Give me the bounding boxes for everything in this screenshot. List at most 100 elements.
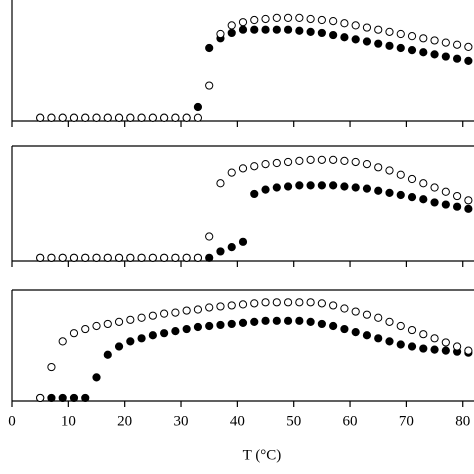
data-point: [374, 25, 383, 34]
x-tick-label: 60: [343, 413, 358, 429]
data-point: [295, 181, 304, 190]
data-point: [452, 191, 462, 201]
data-point: [283, 25, 293, 34]
data-point: [340, 19, 349, 28]
data-point: [137, 113, 146, 122]
data-point: [374, 334, 383, 343]
data-point: [250, 189, 259, 199]
data-point: [227, 168, 236, 177]
data-point: [452, 202, 462, 211]
data-point: [385, 188, 394, 197]
data-point: [329, 301, 338, 310]
data-point: [238, 318, 248, 327]
data-point: [419, 34, 428, 43]
x-tick-label: 30: [174, 413, 189, 429]
data-point: [340, 182, 349, 191]
data-point: [430, 36, 439, 45]
data-point: [430, 334, 439, 343]
data-point: [362, 184, 372, 193]
data-point: [69, 253, 79, 262]
data-point: [81, 324, 90, 334]
data-point: [250, 25, 259, 34]
data-point: [272, 13, 281, 22]
data-point: [283, 182, 293, 191]
data-point: [114, 342, 124, 351]
data-point: [441, 187, 450, 196]
data-point: [126, 315, 135, 324]
data-point: [171, 253, 180, 262]
data-point: [306, 27, 315, 36]
data-point: [441, 346, 450, 355]
data-point: [261, 160, 270, 169]
data-point: [114, 253, 124, 262]
data-point: [306, 155, 315, 164]
data-point: [306, 14, 315, 24]
data-point: [238, 25, 248, 34]
data-point: [36, 393, 45, 403]
data-point: [464, 346, 473, 355]
data-point: [430, 198, 439, 207]
data-point: [407, 193, 417, 202]
data-point: [193, 322, 203, 332]
data-point: [385, 27, 394, 36]
data-point: [452, 342, 462, 351]
data-point: [47, 362, 56, 372]
data-point: [419, 330, 428, 339]
data-point: [317, 299, 326, 308]
data-point: [227, 243, 236, 252]
data-point: [160, 113, 169, 122]
data-point: [250, 299, 259, 308]
data-point: [340, 156, 349, 166]
data-point: [137, 313, 146, 322]
data-point: [238, 164, 248, 173]
data-point: [261, 316, 270, 325]
data-point: [137, 253, 146, 262]
data-point: [396, 190, 405, 200]
data-point: [362, 37, 372, 46]
data-point: [374, 186, 383, 195]
data-point: [295, 298, 304, 307]
data-point: [464, 42, 473, 51]
data-point: [306, 298, 315, 307]
data-point: [103, 113, 112, 122]
data-point: [317, 155, 326, 164]
data-point: [216, 247, 225, 256]
data-point: [306, 317, 315, 326]
data-point: [137, 334, 146, 343]
data-point: [205, 303, 214, 312]
data-point: [351, 35, 360, 44]
data-point: [205, 232, 214, 241]
data-point: [419, 179, 428, 188]
data-point: [351, 307, 360, 316]
data-point: [160, 329, 169, 338]
data-point: [419, 344, 428, 353]
data-point: [193, 253, 203, 262]
data-point: [329, 321, 338, 331]
data-point: [103, 319, 112, 329]
data-point: [261, 298, 270, 307]
data-point: [441, 338, 450, 347]
data-point: [317, 28, 326, 38]
data-point: [452, 54, 462, 63]
data-point: [407, 46, 417, 55]
data-point: [103, 253, 112, 262]
data-point: [114, 317, 124, 326]
data-point: [385, 166, 394, 175]
x-tick-label: 0: [8, 413, 16, 429]
x-tick-label: 50: [286, 413, 301, 429]
data-point: [396, 170, 405, 179]
x-tick-label: 20: [117, 413, 132, 429]
data-point: [272, 25, 281, 34]
data-point: [351, 328, 360, 337]
data-point: [374, 313, 383, 322]
data-point: [374, 163, 383, 172]
data-point: [160, 253, 169, 262]
data-point: [69, 329, 79, 338]
data-point: [216, 320, 225, 330]
data-point: [362, 310, 372, 319]
data-point: [419, 48, 428, 57]
data-point: [238, 300, 248, 309]
data-point: [148, 311, 157, 320]
plot-area: [36, 155, 473, 262]
data-point: [193, 102, 203, 112]
